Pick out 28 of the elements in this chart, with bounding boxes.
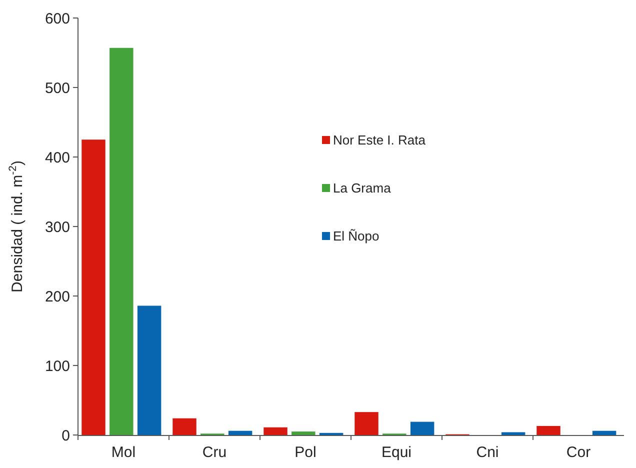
y-tick-label: 400 xyxy=(44,149,70,166)
legend-label: Nor Este I. Rata xyxy=(333,132,426,148)
bar xyxy=(228,430,252,435)
y-tick-label: 600 xyxy=(44,10,70,28)
x-tick-label: Cru xyxy=(202,444,227,461)
x-tick-label: Cni xyxy=(476,444,499,461)
bar xyxy=(292,432,316,435)
y-tick-label: 500 xyxy=(44,80,70,97)
x-tick-label: Cor xyxy=(566,444,591,461)
x-tick-label: Equi xyxy=(381,444,412,461)
bar xyxy=(110,48,134,435)
bar xyxy=(536,426,560,435)
bar xyxy=(137,306,162,435)
bar xyxy=(354,412,378,435)
bar xyxy=(172,418,196,435)
legend-label: El Ñopo xyxy=(333,228,380,244)
bar xyxy=(264,427,288,435)
legend-label: La Grama xyxy=(333,180,392,196)
y-tick-label: 0 xyxy=(62,427,70,444)
bar xyxy=(501,432,526,435)
x-tick-label: Mol xyxy=(111,444,136,461)
x-tick-label: Pol xyxy=(294,444,316,461)
bar xyxy=(410,422,434,435)
y-tick-label: 100 xyxy=(44,358,70,375)
bar xyxy=(592,430,616,435)
bar xyxy=(82,140,106,435)
y-tick-label: 300 xyxy=(44,218,70,236)
y-tick-label: 200 xyxy=(44,288,70,306)
